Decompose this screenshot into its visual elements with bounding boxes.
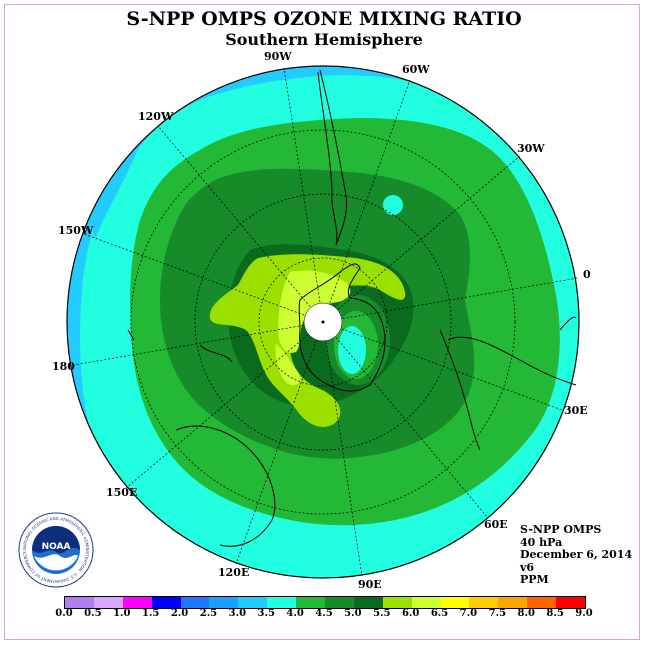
colorbar-tick-label: 5.0 xyxy=(344,608,362,619)
colorbar-tick-label: 8.5 xyxy=(546,608,564,619)
pole-point xyxy=(321,320,325,324)
colorbar-tick-label: 1.5 xyxy=(141,608,160,619)
colorbar-tick-label: 5.5 xyxy=(373,608,391,619)
ozone-blob xyxy=(383,195,403,215)
colorbar-tick-label: 8.0 xyxy=(517,608,535,619)
graticule xyxy=(67,67,579,577)
colorbar-swatch xyxy=(382,597,412,608)
colorbar-tick-label: 9.0 xyxy=(575,608,593,619)
map-subtitle: Southern Hemisphere xyxy=(225,30,423,49)
colorbar-tick-label: 4.0 xyxy=(286,608,304,619)
lon-label-30w: 30W xyxy=(517,142,545,155)
colorbar-tick-label: 0.0 xyxy=(55,608,73,619)
info-version: v6 xyxy=(520,560,535,574)
lon-label-180: 180 xyxy=(52,360,75,373)
colorbar-swatch xyxy=(498,597,528,608)
colorbar-swatch xyxy=(267,597,297,608)
lon-label-90w: 90W xyxy=(264,50,292,63)
lon-label-150w: 150W xyxy=(58,224,94,237)
colorbar-tick-label: 7.5 xyxy=(488,608,507,619)
colorbar-swatch xyxy=(238,597,268,608)
colorbar-ticks: 0.0 0.5 1.0 1.5 2.0 2.5 3.0 3.5 4.0 4.5 5.0 5.5 6.0 6… xyxy=(54,608,594,622)
info-date: December 6, 2014 xyxy=(520,548,633,561)
info-block: S-NPP OMPS 40 hPa December 6, 2014 v6 PP… xyxy=(520,523,633,587)
lon-label-120w: 120W xyxy=(138,110,174,123)
lon-label-150e: 150E xyxy=(106,486,138,499)
colorbar-swatch xyxy=(527,597,557,608)
info-units: PPM xyxy=(520,573,549,586)
lon-label-120e: 120E xyxy=(218,566,250,579)
map-title: S-NPP OMPS OZONE MIXING RATIO xyxy=(126,8,522,30)
colorbar-tick-label: 3.5 xyxy=(257,608,275,619)
colorbar-tick-label: 6.0 xyxy=(401,608,420,619)
colorbar-swatch xyxy=(151,597,181,608)
colorbar-tick-label: 1.0 xyxy=(113,608,131,619)
colorbar-tick-label: 4.5 xyxy=(315,608,333,619)
colorbar-swatch xyxy=(93,597,123,608)
colorbar-tick-label: 0.5 xyxy=(84,608,102,619)
colorbar-tick-label: 2.5 xyxy=(199,608,218,619)
ozone-band-5.5 xyxy=(209,254,406,427)
colorbar-tick-label: 2.0 xyxy=(170,608,189,619)
figure-frame xyxy=(4,4,640,640)
colorbar-swatch xyxy=(469,597,499,608)
ozone-low-core xyxy=(338,326,366,374)
colorbar-swatch xyxy=(440,597,470,608)
colorbar-swatch xyxy=(411,597,441,608)
colorbar-swatch xyxy=(296,597,326,608)
info-level: 40 hPa xyxy=(520,535,563,549)
colorbar-swatch xyxy=(122,597,152,608)
colorbar-swatch xyxy=(353,597,383,608)
lon-label-30e: 30E xyxy=(564,404,588,417)
colorbar xyxy=(64,596,586,609)
colorbar-tick-label: 3.0 xyxy=(228,608,247,619)
ozone-patch-6.0 xyxy=(275,344,301,386)
coastlines xyxy=(127,69,577,547)
colorbar-swatch xyxy=(209,597,239,608)
lon-label-60w: 60W xyxy=(402,63,430,76)
noaa-logo-icon: NOAA NATIONAL OCEANIC AND ATMOSPHERIC AD… xyxy=(18,512,94,588)
colorbar-tick-label: 7.0 xyxy=(459,608,478,619)
lon-label-90e: 90E xyxy=(358,578,382,591)
colorbar-swatch xyxy=(556,597,586,608)
svg-text:NOAA: NOAA xyxy=(42,542,71,552)
colorbar-swatch xyxy=(325,597,354,608)
info-instrument: S-NPP OMPS xyxy=(520,523,602,536)
lon-label-0: 0 xyxy=(583,268,591,281)
ozone-band-6.0 xyxy=(278,270,351,353)
colorbar-swatch xyxy=(65,597,94,608)
colorbar-swatch xyxy=(180,597,210,608)
map-boundary xyxy=(66,65,580,579)
lon-label-60e: 60E xyxy=(484,518,508,531)
colorbar-tick-label: 6.5 xyxy=(430,608,449,619)
